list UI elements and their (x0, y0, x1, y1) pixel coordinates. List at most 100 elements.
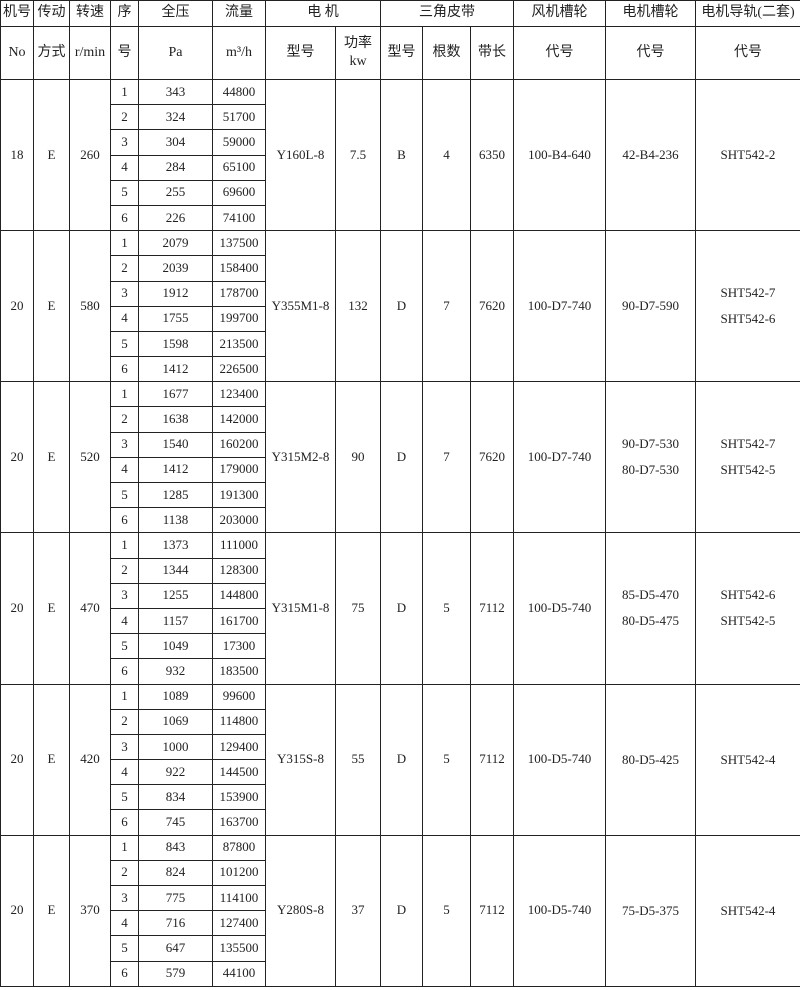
belt-type: B (380, 78, 423, 232)
flow: 123400 (212, 381, 266, 408)
table-row: 20 E 520 1 1677 123400 Y315M2-8 90 D 7 7620 100-D7-… (0, 381, 800, 534)
pressure: 255 (138, 179, 213, 206)
pressure: 324 (138, 104, 213, 131)
pressure: 716 (138, 910, 213, 937)
table-row: 2 1638 142000 (1, 406, 800, 433)
header-vbelt: 三角皮带 (380, 0, 514, 27)
belt-count: 7 (422, 230, 471, 383)
speed: 580 (69, 230, 111, 383)
belt-length: 6350 (470, 78, 514, 232)
flow: 161700 (212, 607, 266, 635)
motor-model: Y315M2-8 (265, 381, 336, 534)
seq: 1 (110, 683, 139, 710)
pressure: 1638 (138, 406, 213, 433)
header-seq-sub: 号 (110, 26, 139, 80)
pressure: 1677 (138, 381, 213, 408)
seq: 4 (110, 154, 139, 181)
flow: 178700 (212, 280, 266, 307)
pressure: 745 (138, 809, 213, 836)
motor-rail-code-line: SHT542-6 (720, 587, 776, 603)
flow: 51700 (212, 104, 266, 131)
table-row: 3 1000 129400 (1, 733, 800, 761)
seq: 1 (110, 381, 139, 408)
flow: 142000 (212, 406, 266, 433)
header-motor-model: 型号 (265, 26, 336, 80)
seq: 6 (110, 960, 139, 987)
fan-no: 20 (0, 683, 34, 836)
seq: 2 (110, 557, 139, 584)
seq: 6 (110, 507, 139, 534)
flow: 74100 (212, 204, 266, 232)
motor-model: Y280S-8 (265, 834, 336, 987)
table-row: 2 324 51700 (1, 104, 800, 131)
motor-pulley-code-line: 90-D7-590 (621, 298, 680, 314)
belt-length: 7620 (470, 230, 514, 383)
header-pressure-unit: Pa (138, 26, 213, 80)
seq: 1 (110, 78, 139, 106)
table-row: 20 E 370 1 843 87800 Y280S-8 37 D 5 7112 100-D5-740… (0, 834, 800, 987)
motor-pulley-code-line: 42-B4-236 (622, 147, 679, 163)
pressure: 843 (138, 834, 213, 861)
fan-pulley-code: 100-D5-740 (513, 834, 606, 987)
seq: 3 (110, 280, 139, 307)
flow: 59000 (212, 129, 266, 156)
table-row: 5 834 153900 (1, 784, 800, 811)
header-fan-pulley-code: 代号 (513, 26, 606, 80)
header-speed-unit: r/min (69, 26, 111, 80)
header-rail-code: 代号 (695, 26, 800, 80)
motor-rail-code: SHT542-7 SHT542-5 (695, 381, 800, 534)
belt-type: D (380, 230, 423, 383)
fan-pulley-code: 100-D5-740 (513, 532, 606, 685)
header-motor-pulley: 电机槽轮 (605, 0, 696, 27)
pressure: 1089 (138, 683, 213, 710)
seq: 6 (110, 809, 139, 836)
table-row: 4 1412 179000 (1, 456, 800, 484)
table-row: 18 E 260 1 343 44800 Y160L-8 7.5 B 4 6350 100-B4-64… (0, 78, 800, 232)
pressure: 834 (138, 784, 213, 811)
pressure: 922 (138, 759, 213, 786)
pressure: 1255 (138, 582, 213, 609)
flow: 160200 (212, 431, 266, 458)
flow: 226500 (212, 356, 266, 383)
flow: 135500 (212, 935, 266, 962)
table-body: 18 E 260 1 343 44800 Y160L-8 7.5 B 4 6350 100-B4-64… (0, 78, 800, 987)
motor-rail-code-line: SHT542-6 (720, 311, 776, 327)
table-row: 3 1912 178700 (1, 280, 800, 307)
seq: 2 (110, 708, 139, 735)
header-flow: 流量 (212, 0, 266, 27)
flow: 101200 (212, 859, 266, 887)
header-motor-rail: 电机导轨(二套) (695, 0, 800, 27)
motor-rail-code-line: SHT542-7 (720, 285, 776, 301)
motor-rail-code: SHT542-4 (695, 834, 800, 987)
pressure: 284 (138, 154, 213, 181)
fan-no: 20 (0, 381, 34, 534)
flow: 183500 (212, 658, 266, 685)
fan-no: 18 (0, 78, 34, 232)
seq: 4 (110, 759, 139, 786)
seq: 5 (110, 784, 139, 811)
pressure: 775 (138, 884, 213, 912)
flow: 158400 (212, 255, 266, 282)
pressure: 1598 (138, 330, 213, 358)
pressure: 647 (138, 935, 213, 962)
motor-model: Y355M1-8 (265, 230, 336, 383)
table-row: 6 745 163700 (1, 809, 800, 836)
motor-model: Y160L-8 (265, 78, 336, 232)
table-row: 20 E 420 1 1089 99600 Y315S-8 55 D 5 7112 100-D5-74… (0, 683, 800, 836)
flow: 99600 (212, 683, 266, 710)
flow: 144800 (212, 582, 266, 609)
flow: 111000 (212, 532, 266, 559)
seq: 5 (110, 481, 139, 509)
belt-count: 4 (422, 78, 471, 232)
pressure: 932 (138, 658, 213, 685)
speed: 520 (69, 381, 111, 534)
seq: 2 (110, 859, 139, 887)
motor-model: Y315S-8 (265, 683, 336, 836)
seq: 5 (110, 179, 139, 206)
pressure: 579 (138, 960, 213, 987)
pressure: 1412 (138, 356, 213, 383)
table-row: 6 932 183500 (1, 658, 800, 685)
belt-length: 7112 (470, 532, 514, 685)
header-no-unit: No (0, 26, 34, 80)
pressure: 1000 (138, 733, 213, 761)
